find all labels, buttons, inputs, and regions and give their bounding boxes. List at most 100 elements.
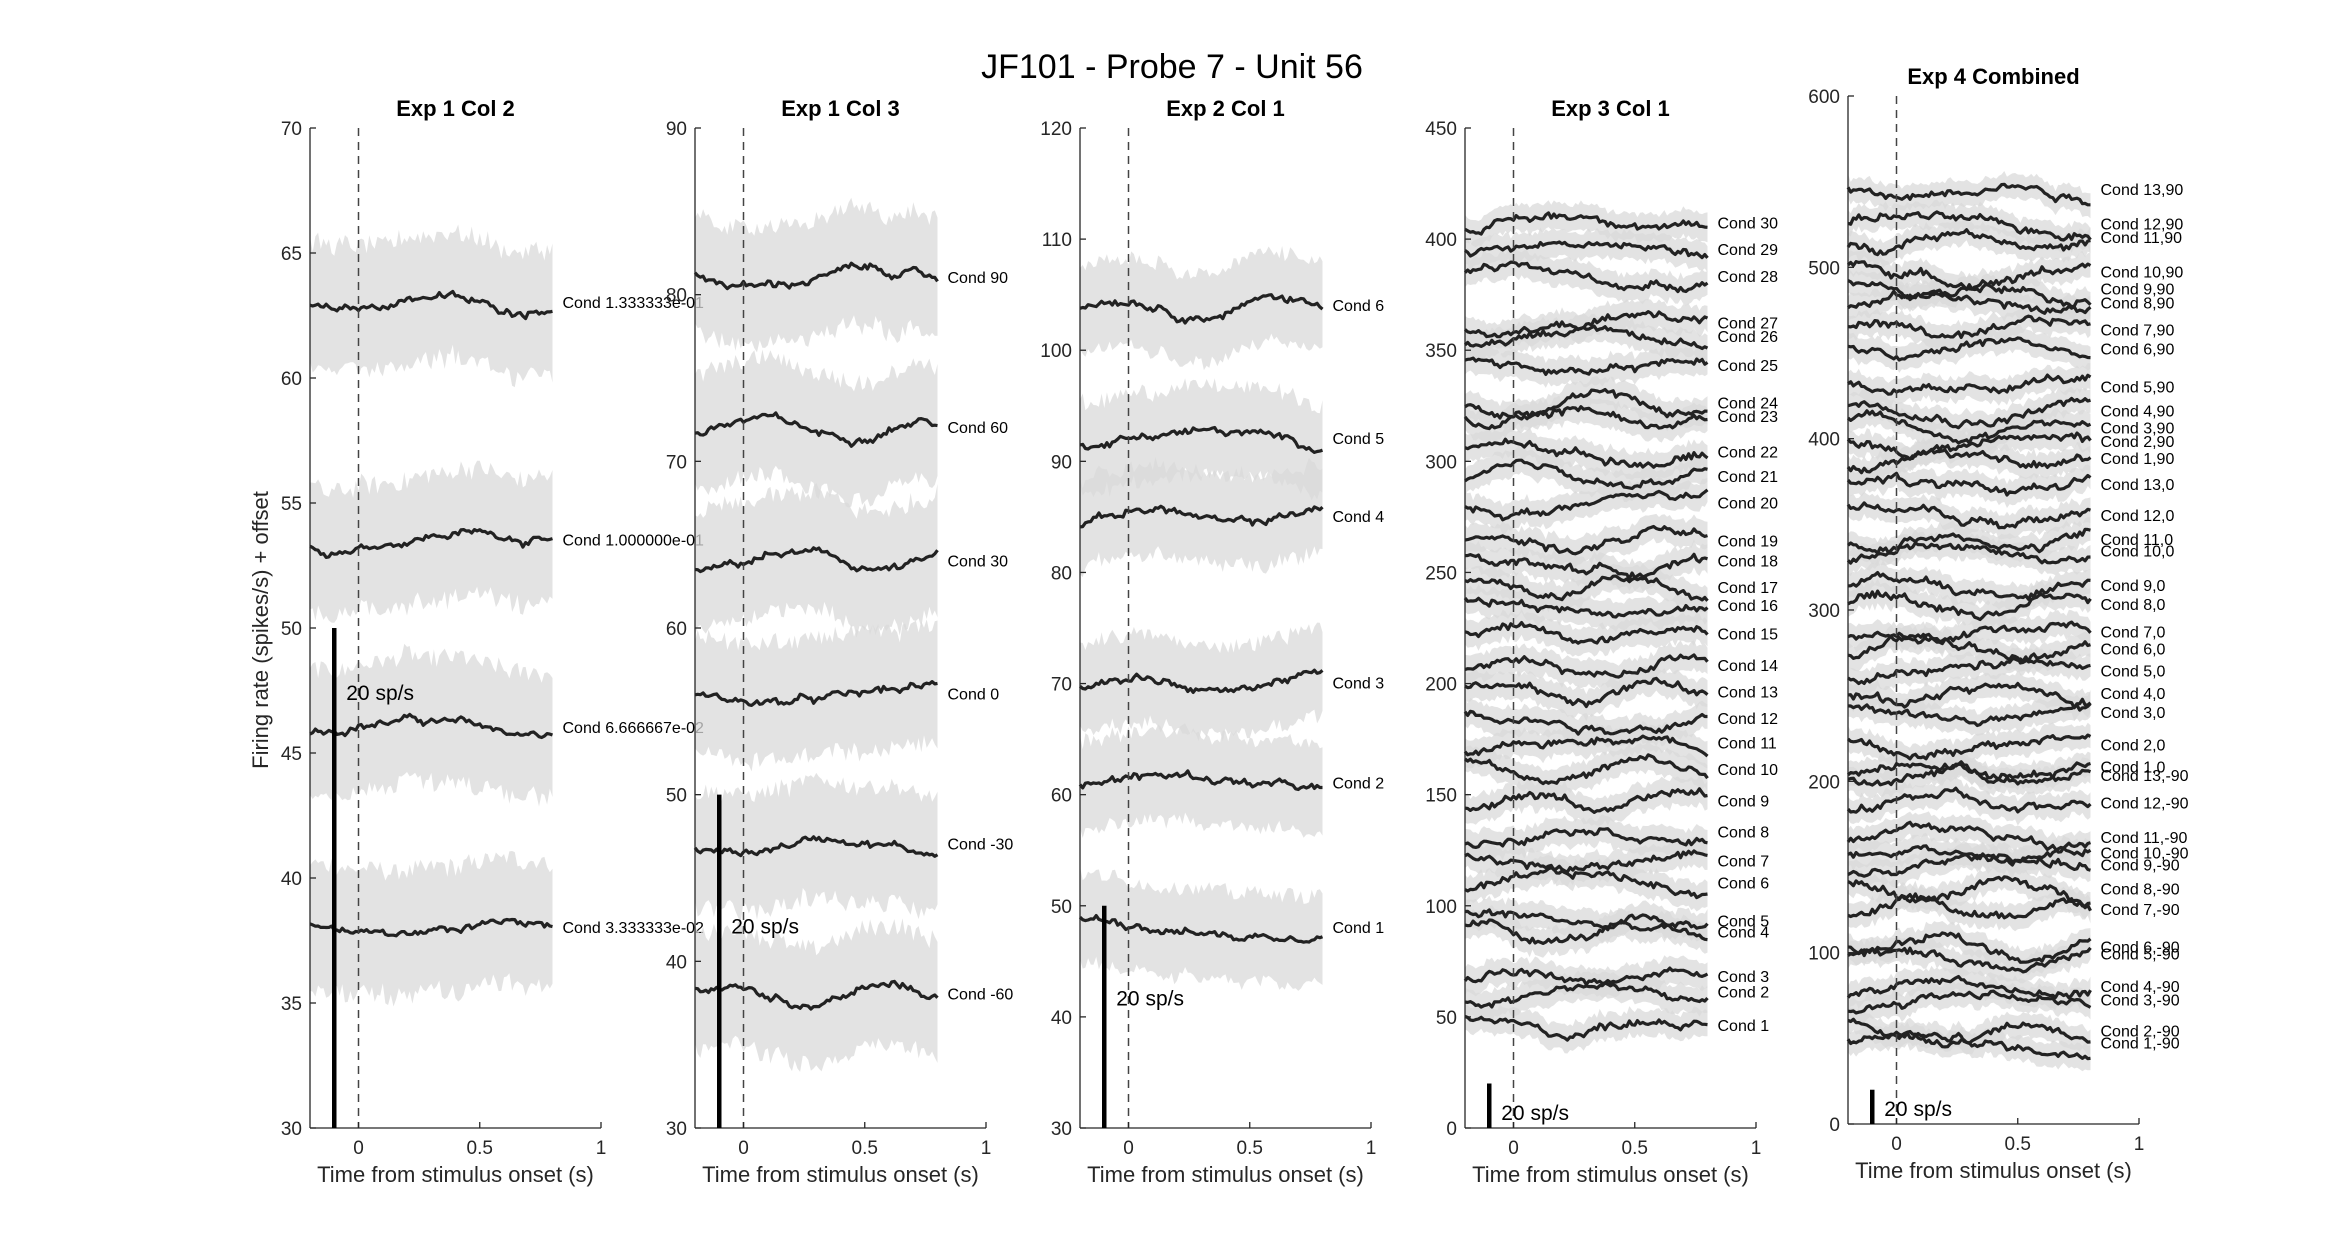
y-tick-label: 200 [1808,772,1840,793]
series-label: Cond 4 [1333,509,1385,526]
x-tick-label: 1 [981,1138,992,1159]
series-line [1464,653,1709,679]
y-tick-label: 400 [1808,430,1840,451]
series-line [1463,260,1709,294]
series-label: Cond 5,-90 [2101,946,2180,963]
y-tick-label: 55 [281,494,302,515]
y-tick-label: 40 [1051,1008,1072,1029]
series-line [1847,702,2092,728]
series-line [1846,527,2091,555]
error-band [1848,1007,2091,1058]
series-label: Cond 13 [1718,684,1779,701]
series-label: Cond 8 [1718,824,1770,841]
series-label: Cond 5 [1333,431,1385,448]
series-label: Cond 11,-90 [2101,830,2188,847]
y-tick-label: 500 [1808,258,1840,279]
series-line [1846,447,2092,475]
series-line [1078,914,1324,944]
x-tick-label: 1 [1366,1138,1377,1159]
series-line [1078,769,1323,792]
series-label: Cond 4 [1718,924,1770,941]
series-label: Cond 6,90 [2101,342,2175,359]
y-tick-label: 30 [1051,1119,1072,1140]
series-label: Cond 10,-90 [2101,845,2189,862]
series-line [693,835,939,858]
series-label: Cond 11,90 [2101,230,2183,247]
series-label: Cond 29 [1718,242,1779,259]
series-label: Cond 12,-90 [2101,796,2189,813]
series-label: Cond 8,0 [2101,597,2166,614]
series-line [1847,571,2091,601]
error-band [695,197,938,353]
series-line [1847,655,2091,686]
y-tick-label: 90 [666,119,687,140]
series-line [1464,524,1708,556]
panel-title: Exp 4 Combined [1907,64,2079,89]
series-line [1463,596,1709,619]
series-line [1847,875,2091,908]
series-label: Cond 5 [1718,913,1770,930]
series-line [1847,931,2092,964]
error-band [1848,199,2091,254]
error-band [1465,513,1708,568]
error-band [1465,697,1708,748]
scale-bar-label: 20 sp/s [1501,1102,1569,1125]
x-tick-label: 0 [1891,1134,1902,1155]
series-line [1847,210,2092,242]
error-band [1465,445,1708,503]
error-band [310,224,553,388]
series-line [1464,488,1709,522]
series-label: Cond 16 [1718,598,1779,615]
series-label: Cond 6,0 [2101,641,2166,658]
error-bands [695,197,938,1072]
y-tick-label: 50 [666,786,687,807]
y-tick-label: 70 [1051,675,1072,696]
series-label: Cond 12,0 [2101,508,2175,525]
series-label: Cond 1 [1718,1018,1770,1035]
x-tick-label: 0.5 [2005,1134,2031,1155]
series-label: Cond 9,-90 [2101,857,2180,874]
x-axis-label: Time from stimulus onset (s) [1855,1158,2132,1183]
series-label: Cond 11,0 [2101,532,2174,549]
error-band [695,772,938,922]
series-line [694,546,939,574]
trace-lines [1463,211,1709,1042]
series-line [1847,314,2091,339]
series-label: Cond 11 [1718,736,1777,753]
series-label: Cond 12 [1718,711,1779,728]
series-line [1847,841,2092,867]
y-tick-label: 70 [666,452,687,473]
y-tick-label: 50 [1051,897,1072,918]
series-label: Cond 3,-90 [2101,993,2180,1010]
series-label: Cond 21 [1718,469,1779,486]
series-label: Cond 13,0 [2101,477,2175,494]
series-line [1847,945,2092,974]
series-line [1079,504,1324,529]
x-tick-label: 1 [2134,1134,2145,1155]
error-band [1080,866,1323,991]
error-band [1465,814,1708,862]
series-line [1847,1017,2091,1049]
series-line [1846,760,2091,781]
trace-lines [1846,182,2092,1061]
series-label: Cond 9 [1718,793,1770,810]
series-line [1079,293,1324,325]
series-label: Cond 1.333333e-01 [563,295,705,312]
series-label: Cond 2,90 [2101,434,2175,451]
trace-lines [309,289,554,938]
error-band [1465,640,1708,692]
series-label: Cond 1,90 [2101,451,2175,468]
series-label: Cond 3,90 [2101,420,2175,437]
series-label: Cond 24 [1718,396,1779,413]
series-line [1464,866,1708,900]
series-label: Cond 8,-90 [2101,881,2180,898]
x-tick-label: 0.5 [467,1138,493,1159]
series-label: Cond 22 [1718,444,1779,461]
error-band [1848,249,2091,303]
series-label: Cond 10 [1718,762,1779,779]
series-label: Cond 17 [1718,580,1779,597]
scale-bar-label: 20 sp/s [1116,988,1184,1011]
